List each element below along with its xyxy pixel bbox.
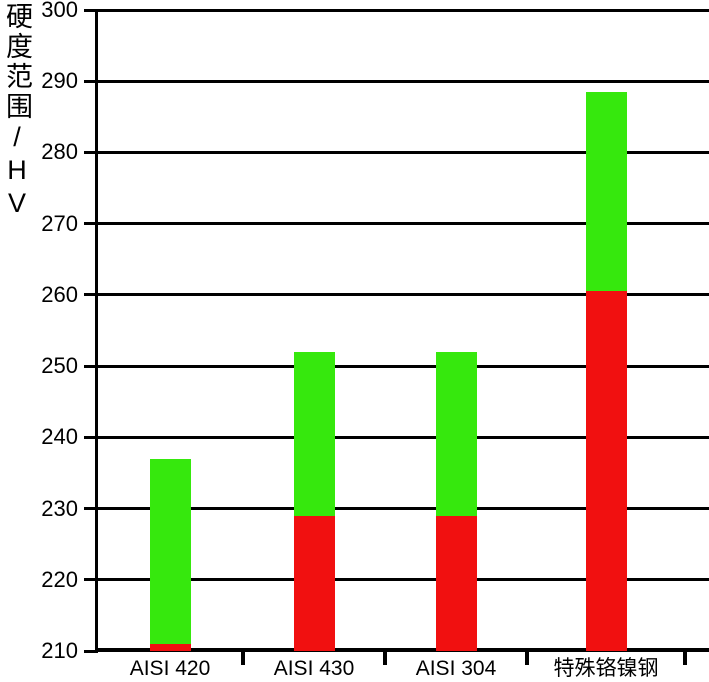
lower-range-segment-1 (293, 515, 335, 651)
y-tick-label-250: 250 (41, 353, 78, 379)
gridline-240 (97, 435, 709, 439)
y-axis-tick-300 (84, 8, 98, 12)
y-axis-line (95, 8, 98, 652)
upper-range-segment-2 (435, 351, 477, 516)
y-tick-label-260: 260 (41, 281, 78, 307)
y-axis-tick-230 (84, 507, 98, 511)
y-tick-label-220: 220 (41, 566, 78, 592)
y-axis-tick-210 (84, 649, 98, 653)
y-axis-title: 硬度范围/HV (2, 2, 32, 221)
y-axis-tick-290 (84, 79, 98, 83)
upper-range-segment-3 (585, 91, 627, 292)
x-category-label-3: 特殊铬镍钢 (553, 657, 659, 680)
y-tick-label-280: 280 (41, 139, 78, 165)
upper-range-segment-1 (293, 351, 335, 516)
y-axis-tick-280 (84, 150, 98, 154)
x-category-label-2: AISI 304 (415, 657, 497, 680)
lower-range-segment-3 (585, 291, 627, 651)
gridline-270 (97, 222, 709, 226)
x-axis-tick-1 (383, 652, 387, 665)
gridline-250 (97, 364, 709, 368)
gridline-260 (97, 293, 709, 297)
gridline-300 (97, 8, 709, 12)
y-axis-tick-270 (84, 222, 98, 226)
y-tick-label-240: 240 (41, 424, 78, 450)
gridline-230 (97, 507, 709, 511)
x-category-label-0: AISI 420 (129, 657, 211, 680)
gridline-220 (97, 578, 709, 582)
y-tick-label-230: 230 (41, 495, 78, 521)
lower-range-segment-0 (149, 643, 191, 651)
y-axis-tick-260 (84, 293, 98, 297)
gridline-280 (97, 150, 709, 154)
upper-range-segment-0 (149, 458, 191, 644)
y-axis-tick-240 (84, 435, 98, 439)
gridline-290 (97, 79, 709, 83)
lower-range-segment-2 (435, 515, 477, 651)
x-axis-tick-0 (241, 652, 245, 665)
y-tick-label-300: 300 (41, 0, 78, 22)
x-axis-tick-3 (683, 652, 687, 665)
y-tick-label-270: 270 (41, 210, 78, 236)
y-axis-tick-220 (84, 578, 98, 582)
x-category-label-1: AISI 430 (273, 657, 355, 680)
y-tick-label-210: 210 (41, 638, 78, 663)
y-axis-tick-250 (84, 364, 98, 368)
x-axis-line (95, 648, 709, 652)
y-tick-label-290: 290 (41, 68, 78, 94)
x-axis-tick-2 (525, 652, 529, 665)
